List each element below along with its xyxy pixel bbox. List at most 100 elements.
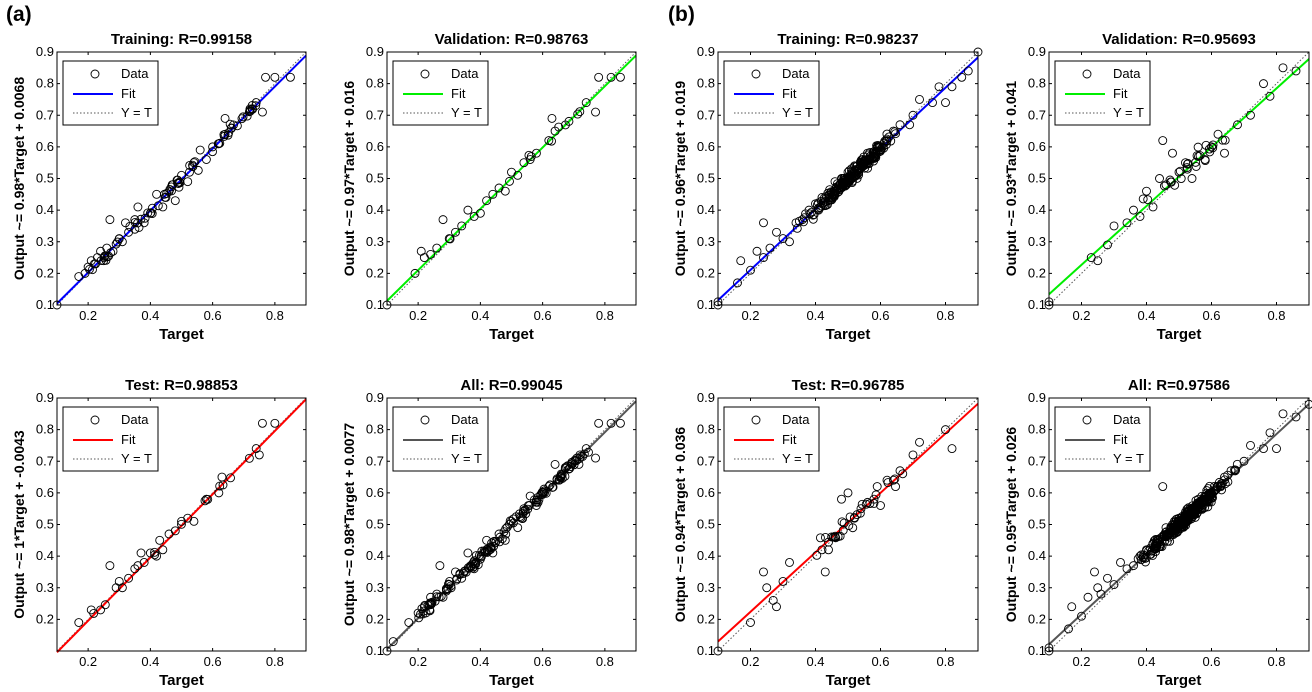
y-tick-label: 0.4 [697,202,715,217]
data-point [1103,573,1112,583]
data-point [807,207,817,217]
data-point [251,101,261,111]
data-point [855,508,865,518]
data-point [242,111,252,121]
plot-b-all: All: R=0.97586 Target Output ~= 0.95*Targe… [1003,377,1312,689]
data-point [1200,156,1210,166]
data-point [1191,157,1201,167]
data-point [96,605,106,615]
y-tick-label: 0.5 [366,171,384,186]
data-point [820,567,830,577]
data-point [160,189,169,199]
y-tick-label: 0.8 [1028,422,1046,437]
data-point [117,583,127,593]
data-point [891,482,900,492]
x-tick-label: 0.8 [596,308,614,323]
data-point [463,548,473,558]
x-tick-label: 0.4 [471,654,489,669]
y-tick-label: 0.6 [697,485,715,500]
y-axis-label: Output ~= 0.96*Target + 0.019 [672,81,688,277]
legend-label-identity: Y = T [782,105,813,120]
data-point [150,550,160,560]
data-point [215,138,225,148]
data-point [1213,129,1223,139]
x-axis-label: Target [159,326,204,343]
data-points [382,72,625,310]
data-point [459,567,469,577]
axes-box [56,51,307,306]
axes-box [1048,51,1310,306]
y-tick-label: 0.7 [36,107,54,122]
data-point [74,618,84,627]
y-axis-label: Output ~= 0.94*Target + 0.036 [672,427,688,623]
data-point [891,129,901,139]
data-point [426,249,436,259]
data-point [1191,161,1201,171]
y-tick-label: 0.9 [36,390,54,405]
x-tick-label: 0.2 [79,308,97,323]
x-tick-label: 0.8 [1267,654,1285,669]
data-point [1116,558,1125,567]
y-tick-label: 0.3 [36,234,54,249]
data-point [947,82,957,92]
y-tick-label: 0.7 [1028,453,1046,468]
data-point [441,584,451,594]
y-tick-label: 0.8 [36,422,54,437]
data-point [1204,144,1214,154]
data-point [158,202,168,212]
data-point [746,618,755,627]
data-point [477,546,487,556]
data-point [501,529,511,539]
legend-label-data: Data [121,66,149,81]
data-point [140,213,150,223]
data-point [404,618,414,627]
data-point [1195,151,1205,161]
data-point [426,598,436,608]
data-point [143,208,153,218]
data-point [484,546,494,555]
data-point [237,114,247,124]
data-point [170,526,180,536]
data-point [736,256,746,266]
x-tick-label: 0.8 [1267,308,1285,323]
plot-a-all: All: R=0.99045 Target Output ~= 0.98*Targe… [341,377,637,689]
data-point [1204,490,1214,500]
data-point [1265,91,1275,101]
data-point [164,529,174,539]
x-tick-label: 0.4 [806,308,824,323]
data-point [1136,555,1146,565]
data-point [502,522,512,532]
y-tick-label: 0.4 [1028,202,1046,217]
y-tick-label: 0.6 [36,485,54,500]
data-point [254,450,264,460]
data-point [860,155,870,165]
y-tick-label: 0.1 [1028,643,1046,658]
y-tick-label: 0.3 [1028,580,1046,595]
identity-line [1048,397,1310,652]
data-point [799,213,809,223]
data-point [835,531,845,541]
data-point [1259,444,1268,454]
y-tick-label: 0.8 [697,76,715,91]
data-point [1182,159,1192,169]
data-point [591,107,600,117]
y-tick-label: 0.8 [366,76,384,91]
data-point [1209,481,1219,491]
data-point [799,217,808,227]
data-point [606,418,616,428]
data-point [106,248,116,258]
x-tick-label: 0.8 [596,654,614,669]
data-point [1067,602,1077,612]
data-point [852,173,862,183]
x-tick-label: 0.6 [1202,654,1220,669]
y-tick-label: 0.9 [1028,390,1046,405]
data-point [432,243,442,253]
data-point [876,501,885,510]
y-tick-label: 0.3 [366,234,384,249]
data-point [759,253,768,263]
y-tick-label: 0.7 [366,107,384,122]
data-point [1184,509,1194,519]
data-point [1291,66,1301,76]
y-tick-label: 0.6 [1028,139,1046,154]
data-point [1181,520,1191,530]
